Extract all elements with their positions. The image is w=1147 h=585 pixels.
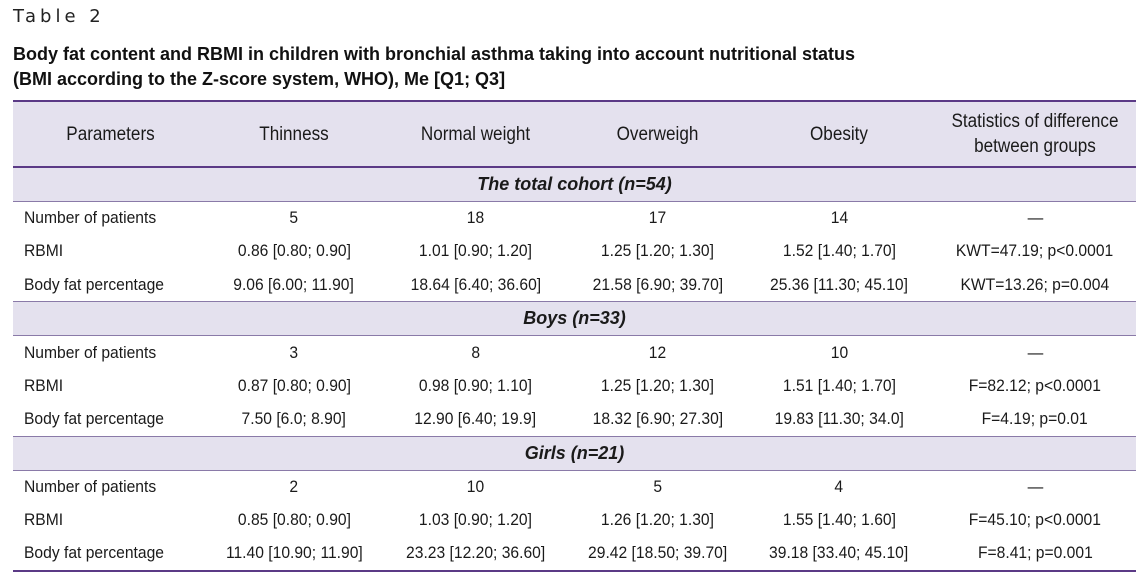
- table-row: RBMI 0.85 [0.80; 0.90] 1.03 [0.90; 1.20]…: [13, 504, 1136, 538]
- cell-overweigh: 17: [648, 208, 667, 227]
- header-statistics-line-1: Statistics of difference: [951, 111, 1119, 132]
- cell-overweigh: 1.26 [1.20; 1.30]: [600, 510, 715, 530]
- row-parameter: Body fat percentage: [24, 543, 164, 563]
- cell-normal-weight: 18.64 [6.40; 36.60]: [410, 274, 541, 294]
- row-parameter: Number of patients: [24, 477, 157, 496]
- header-obesity: Obesity: [810, 123, 868, 145]
- row-parameter: Number of patients: [24, 342, 157, 362]
- section-title: Girls (n=21): [524, 442, 625, 463]
- cell-obesity: 25.36 [11.30; 45.10]: [769, 274, 908, 294]
- cell-overweigh: 21.58 [6.90; 39.70]: [592, 274, 723, 294]
- section-header-total-cohort: The total cohort (n=54): [13, 167, 1136, 201]
- row-parameter: Body fat percentage: [24, 409, 164, 428]
- cell-obesity: 4: [834, 477, 844, 496]
- cell-normal-weight: 8: [471, 342, 480, 362]
- cell-statistics: F=45.10; p<0.0001: [968, 510, 1102, 530]
- cell-normal-weight: 23.23 [12.20; 36.60]: [405, 543, 546, 563]
- cell-obesity: 10: [830, 342, 848, 362]
- row-parameter: RBMI: [24, 510, 64, 530]
- section-title: The total cohort (n=54): [477, 173, 672, 194]
- cell-thinness: 7.50 [6.0; 8.90]: [241, 409, 347, 428]
- cell-statistics: KWT=47.19; p<0.0001: [956, 241, 1114, 261]
- row-parameter: RBMI: [24, 241, 64, 261]
- header-statistics: Statistics of difference between groups: [944, 101, 1126, 167]
- table-row: RBMI 0.86 [0.80; 0.90] 1.01 [0.90; 1.20]…: [13, 235, 1136, 269]
- table-header-row: Parameters Thinness Normal weight Overwe…: [13, 101, 1136, 167]
- cell-statistics: F=4.19; p=0.01: [981, 409, 1089, 428]
- row-parameter: Body fat percentage: [24, 274, 164, 294]
- cell-normal-weight: 0.98 [0.90; 1.10]: [418, 375, 533, 395]
- cell-obesity: 19.83 [11.30; 34.0]: [774, 409, 904, 428]
- header-statistics-line-2: between groups: [974, 136, 1096, 157]
- header-overweigh: Overweigh: [616, 123, 699, 145]
- cell-obesity: 39.18 [33.40; 45.10]: [769, 543, 909, 563]
- row-parameter: Number of patients: [24, 208, 157, 227]
- table-caption: Body fat content and RBMI in children wi…: [13, 42, 1133, 92]
- table-row: RBMI 0.87 [0.80; 0.90] 0.98 [0.90; 1.10]…: [13, 369, 1136, 403]
- caption-line-2: (BMI according to the Z-score system, WH…: [13, 69, 506, 89]
- cell-obesity: 1.52 [1.40; 1.70]: [782, 241, 896, 261]
- table-row: Number of patients 2 10 5 4 —: [13, 470, 1136, 504]
- cell-obesity: 1.51 [1.40; 1.70]: [782, 375, 896, 395]
- cell-normal-weight: 1.01 [0.90; 1.20]: [418, 241, 533, 261]
- cell-statistics: F=82.12; p<0.0001: [968, 375, 1102, 395]
- cell-overweigh: 12: [648, 342, 667, 362]
- cell-overweigh: 1.25 [1.20; 1.30]: [600, 375, 715, 395]
- cell-statistics: —: [1027, 477, 1043, 496]
- table-row: Body fat percentage 11.40 [10.90; 11.90]…: [13, 537, 1136, 571]
- cell-normal-weight: 18: [466, 208, 485, 227]
- section-header-boys: Boys (n=33): [13, 301, 1136, 336]
- table-row: Number of patients 3 8 12 10 —: [13, 336, 1136, 370]
- table-row: Number of patients 5 18 17 14 —: [13, 201, 1136, 235]
- cell-overweigh: 29.42 [18.50; 39.70]: [587, 543, 728, 563]
- cell-statistics: KWT=13.26; p=0.004: [960, 274, 1110, 294]
- data-table-container: Parameters Thinness Normal weight Overwe…: [13, 100, 1136, 572]
- cell-obesity: 14: [830, 208, 848, 227]
- cell-statistics: —: [1027, 342, 1043, 362]
- section-title: Boys (n=33): [523, 308, 626, 328]
- cell-overweigh: 5: [653, 477, 662, 496]
- cell-normal-weight: 10: [466, 477, 485, 496]
- header-parameters: Parameters: [66, 123, 155, 145]
- table-number-label: Table 2: [13, 6, 105, 27]
- cell-statistics: —: [1027, 208, 1043, 227]
- cell-thinness: 11.40 [10.90; 11.90]: [225, 543, 363, 563]
- cell-overweigh: 18.32 [6.90; 27.30]: [592, 409, 723, 428]
- data-table: Parameters Thinness Normal weight Overwe…: [13, 100, 1136, 572]
- header-thinness: Thinness: [259, 123, 329, 145]
- cell-thinness: 2: [289, 477, 299, 496]
- cell-statistics: F=8.41; p=0.001: [977, 543, 1093, 563]
- cell-thinness: 3: [289, 342, 299, 362]
- cell-thinness: 0.86 [0.80; 0.90]: [237, 241, 351, 261]
- cell-overweigh: 1.25 [1.20; 1.30]: [600, 241, 715, 261]
- section-header-girls: Girls (n=21): [13, 436, 1136, 470]
- cell-thinness: 9.06 [6.00; 11.90]: [233, 274, 355, 294]
- cell-thinness: 0.87 [0.80; 0.90]: [237, 375, 351, 395]
- table-row: Body fat percentage 7.50 [6.0; 8.90] 12.…: [13, 403, 1136, 437]
- row-parameter: RBMI: [24, 375, 64, 395]
- cell-normal-weight: 12.90 [6.40; 19.9]: [414, 409, 537, 428]
- caption-line-1: Body fat content and RBMI in children wi…: [13, 44, 856, 64]
- cell-thinness: 5: [289, 208, 299, 227]
- cell-thinness: 0.85 [0.80; 0.90]: [237, 510, 351, 530]
- cell-obesity: 1.55 [1.40; 1.60]: [782, 510, 896, 530]
- cell-normal-weight: 1.03 [0.90; 1.20]: [418, 510, 533, 530]
- table-row: Body fat percentage 9.06 [6.00; 11.90] 1…: [13, 268, 1136, 302]
- header-normal-weight: Normal weight: [420, 123, 531, 145]
